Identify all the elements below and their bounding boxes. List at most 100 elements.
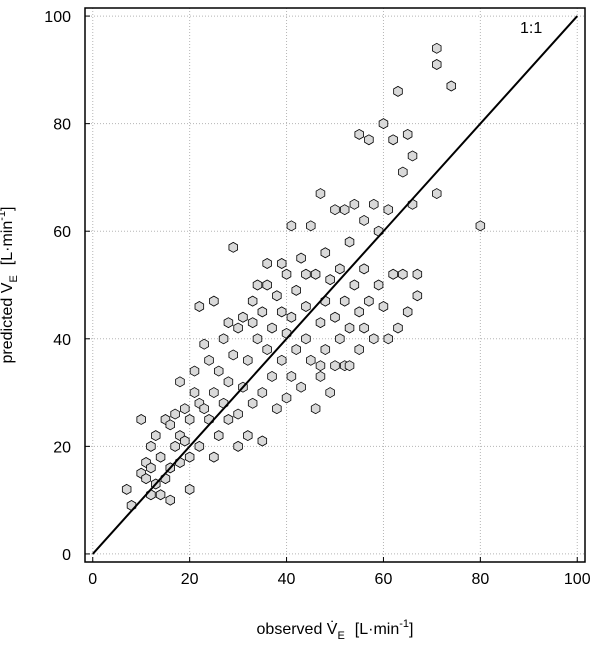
x-tick-label: 60 xyxy=(375,571,393,588)
point xyxy=(223,414,234,425)
point xyxy=(373,279,384,291)
label-sup: -1 xyxy=(0,211,8,221)
point xyxy=(243,430,253,442)
y-tick-label: 100 xyxy=(44,9,71,26)
point xyxy=(432,59,442,70)
point xyxy=(228,241,238,253)
point xyxy=(315,370,326,382)
point xyxy=(432,42,442,54)
point xyxy=(155,489,166,501)
point xyxy=(233,322,243,334)
label-unit: [L·min xyxy=(0,221,16,265)
point xyxy=(388,134,398,146)
point xyxy=(310,268,321,280)
point xyxy=(213,430,224,442)
point xyxy=(291,284,301,296)
point xyxy=(194,301,205,312)
point xyxy=(243,354,253,366)
point xyxy=(364,134,374,146)
point xyxy=(359,263,369,275)
point xyxy=(369,333,379,345)
point xyxy=(378,118,389,130)
y-tick-label: 60 xyxy=(53,224,71,241)
point xyxy=(204,354,214,366)
plot-frame xyxy=(84,7,586,563)
point xyxy=(121,483,132,495)
x-tick-label: 20 xyxy=(181,571,199,588)
point xyxy=(388,268,398,280)
point xyxy=(383,204,394,216)
point xyxy=(315,360,326,372)
point xyxy=(354,128,364,140)
point xyxy=(335,333,345,345)
point xyxy=(199,338,209,350)
point xyxy=(364,295,374,307)
point xyxy=(306,220,316,232)
point xyxy=(170,408,180,420)
point xyxy=(272,403,282,415)
point xyxy=(344,236,355,248)
label-sup: -1 xyxy=(399,618,409,630)
point xyxy=(344,322,355,334)
ylabel: predicted V̇E [L·min-1] xyxy=(0,207,20,364)
point xyxy=(402,306,413,318)
point xyxy=(170,440,180,452)
point xyxy=(349,198,360,210)
point xyxy=(349,279,360,291)
point xyxy=(286,311,297,323)
point xyxy=(359,322,369,334)
point xyxy=(247,397,258,409)
y-tick-label: 40 xyxy=(53,332,71,349)
label-sub: E xyxy=(337,630,344,642)
point xyxy=(151,430,161,442)
point xyxy=(228,349,238,361)
point xyxy=(281,392,292,404)
point xyxy=(393,322,403,334)
point xyxy=(238,311,248,323)
point xyxy=(165,419,175,431)
x-tick-label: 80 xyxy=(471,571,489,588)
point xyxy=(301,333,311,345)
point xyxy=(267,370,277,382)
point xyxy=(301,268,311,280)
label-main: observed V̇ xyxy=(257,620,338,638)
point xyxy=(209,451,219,463)
point xyxy=(306,354,316,366)
point xyxy=(475,220,486,232)
point xyxy=(218,333,229,345)
x-tick-label: 40 xyxy=(278,571,296,588)
point xyxy=(223,317,234,329)
point xyxy=(199,403,209,415)
point xyxy=(184,451,195,463)
point xyxy=(354,344,364,356)
point xyxy=(194,440,205,452)
point xyxy=(344,360,355,372)
point xyxy=(257,306,268,318)
y-tick-label: 80 xyxy=(53,117,71,134)
point xyxy=(175,376,185,388)
point xyxy=(378,301,389,312)
point xyxy=(310,403,321,415)
label-close: ] xyxy=(409,621,413,638)
point xyxy=(276,258,287,269)
point xyxy=(315,188,326,200)
x-tick-label: 0 xyxy=(88,571,97,588)
xlabel: observed V̇E [L·min-1] xyxy=(257,618,414,642)
point xyxy=(296,252,306,264)
label-unit: [L·min xyxy=(355,621,399,638)
point xyxy=(286,370,297,382)
point xyxy=(359,214,369,226)
point xyxy=(252,333,263,345)
point xyxy=(233,408,243,420)
point xyxy=(213,365,224,377)
x-tick-label: 100 xyxy=(564,571,591,588)
point xyxy=(247,317,258,329)
point xyxy=(267,322,277,334)
point xyxy=(369,198,379,210)
point xyxy=(296,381,306,393)
point xyxy=(286,220,297,232)
point xyxy=(262,258,272,269)
point xyxy=(262,344,272,356)
point xyxy=(320,344,331,356)
point xyxy=(209,387,219,399)
